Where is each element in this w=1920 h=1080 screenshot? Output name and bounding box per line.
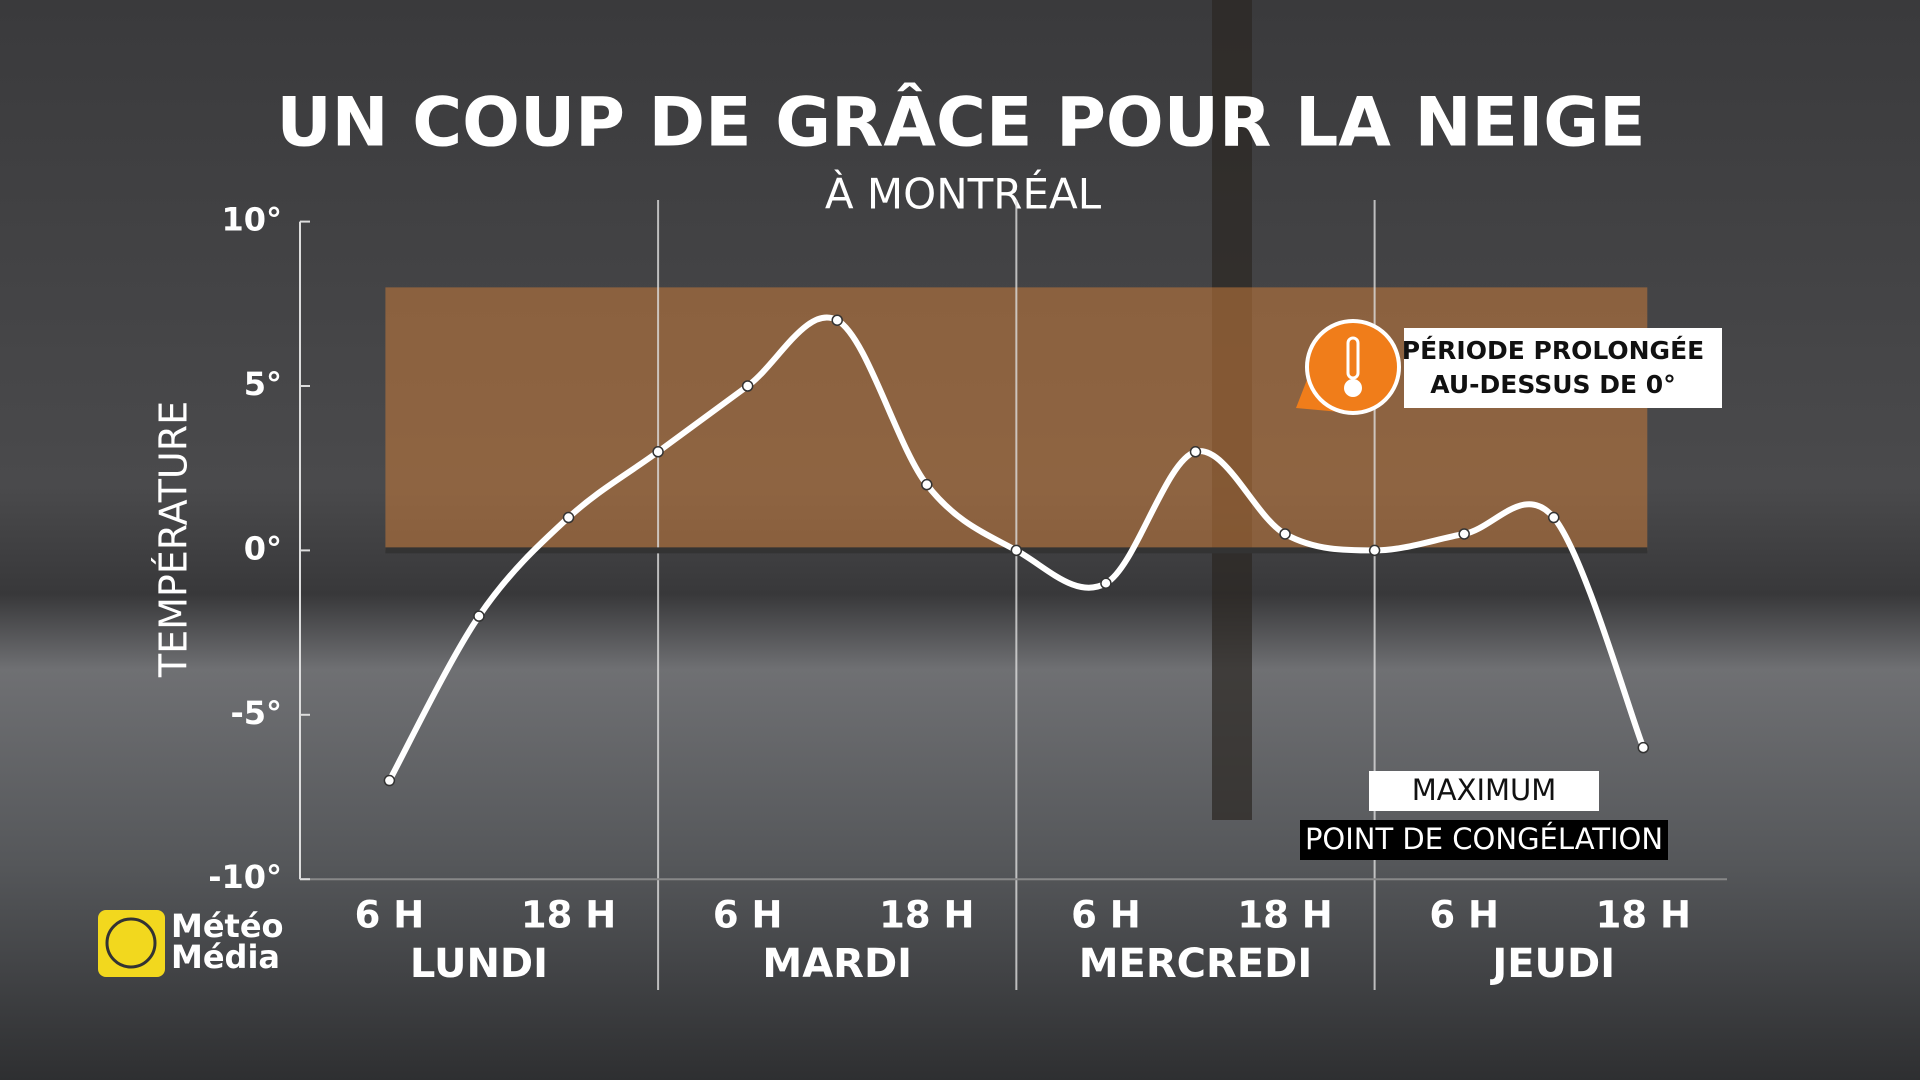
logo-text: Média [171,938,280,976]
annotation-line: AU-DESSUS DE 0° [1430,370,1675,399]
logo-text: Météo [171,907,284,945]
legend-entry: POINT DE CONGÉLATION [1305,822,1663,856]
x-tick-label: 6 H [1071,894,1141,937]
day-label: LUNDI [410,941,548,987]
data-point [1279,528,1291,540]
day-label: MARDI [762,941,912,987]
chart-subtitle: À MONTRÉAL [825,169,1102,219]
data-point [652,446,664,458]
legend-box [1300,820,1668,860]
data-point [1100,577,1112,590]
x-tick-label: 6 H [355,894,425,937]
thermometer [1346,336,1360,380]
data-point [1547,511,1560,524]
data-point [473,610,485,622]
x-tick-label: 18 H [879,894,974,937]
day-label: JEUDI [1489,941,1615,987]
y-tick-label: -10° [208,858,282,896]
x-tick-label: 6 H [1429,894,1499,937]
legend-box [1369,771,1599,811]
thermometer-bulb [1344,379,1362,397]
data-point [831,314,843,326]
x-tick-label: 6 H [713,894,783,937]
data-point [741,380,754,392]
data-point [1010,544,1023,557]
annotation-line: PÉRIODE PROLONGÉE [1402,336,1704,365]
x-tick-label: 18 H [1237,894,1332,937]
x-tick-label: 18 H [1596,894,1691,937]
annotation-box [1404,328,1722,408]
y-tick-label: 0° [244,529,282,567]
y-axis-title: TEMPÉRATURE [152,401,196,678]
y-tick-label: -5° [230,694,282,732]
data-point [1189,446,1202,458]
data-point [562,511,575,524]
data-point [1458,528,1470,540]
data-point [921,478,933,491]
chart-title: UN COUP DE GRÂCE POUR LA NEIGE [276,83,1645,163]
data-point [383,774,396,787]
day-label: MERCREDI [1079,941,1313,987]
legend-entry: MAXIMUM [1412,773,1557,807]
thermometer-icon [1305,319,1401,415]
x-tick-label: 18 H [521,894,616,937]
data-point [1637,741,1650,754]
plot: 10° 5° 0° -5° -10° 6 H 18 H 6 H 18 H 6 H 18 H 6 H 18… [208,200,1727,990]
y-tick-label: 5° [244,365,282,403]
logo-globe [105,917,157,969]
data-point [1368,544,1381,557]
y-tick-label: 10° [221,201,282,239]
